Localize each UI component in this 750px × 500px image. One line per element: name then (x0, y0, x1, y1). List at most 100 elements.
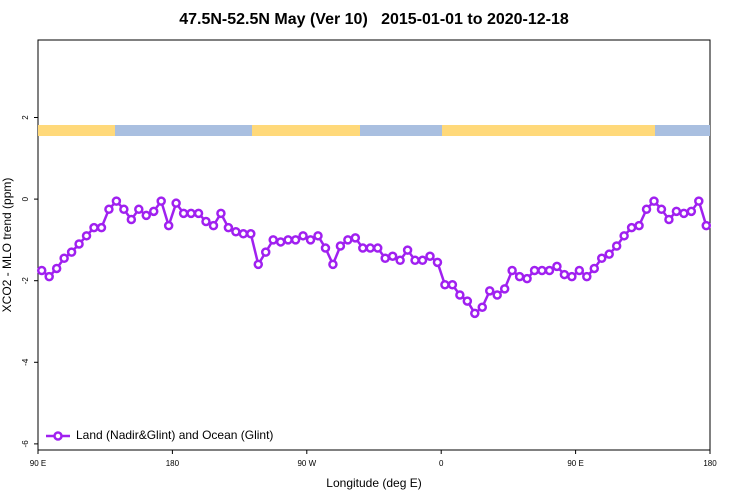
data-point (387, 251, 398, 261)
data-point (567, 271, 577, 282)
data-point (686, 206, 697, 217)
data-point (432, 257, 443, 268)
x-axis-label: Longitude (deg E) (326, 476, 421, 490)
data-point (671, 206, 682, 217)
data-point (320, 243, 331, 253)
land-band (38, 125, 115, 136)
data-point (268, 235, 278, 245)
data-point (492, 290, 502, 300)
data-point (358, 243, 368, 253)
data-point (134, 204, 144, 215)
data-point (611, 241, 622, 251)
x-tick-label: 180 (703, 459, 717, 468)
data-point (514, 271, 525, 282)
data-point (380, 253, 390, 264)
data-point (372, 243, 383, 253)
data-point (313, 231, 323, 241)
data-point (522, 273, 532, 284)
data-point (156, 196, 166, 206)
data-point (193, 208, 204, 219)
x-tick-label: 0 (439, 459, 444, 468)
data-point (641, 204, 652, 215)
data-point (559, 269, 570, 280)
data-point (582, 271, 592, 282)
data-point (619, 231, 629, 241)
legend-label: Land (Nadir&Glint) and Ocean (Glint) (76, 428, 273, 442)
data-point (664, 214, 674, 225)
data-point (410, 255, 420, 266)
data-point (596, 253, 607, 264)
y-tick-label: -2 (21, 277, 30, 285)
data-point (59, 253, 69, 264)
data-point (626, 222, 637, 233)
data-point (208, 220, 219, 231)
data-point (470, 308, 480, 319)
data-point (126, 214, 137, 225)
data-point (163, 220, 174, 231)
data-point (89, 222, 99, 233)
data-point (238, 229, 249, 239)
data-point (51, 263, 62, 274)
data-point (171, 198, 181, 208)
data-point (656, 204, 667, 215)
data-point (440, 280, 450, 290)
data-point (537, 265, 547, 276)
data-point (529, 265, 540, 276)
data-point (701, 220, 712, 231)
data-point (201, 216, 211, 227)
data-point (402, 245, 413, 255)
data-point (350, 233, 361, 243)
data-point (283, 235, 293, 245)
data-point (499, 284, 510, 294)
data-point (425, 251, 435, 261)
data-point (253, 259, 264, 270)
data-point (335, 241, 346, 251)
data-point (604, 249, 614, 259)
data-point (223, 222, 234, 233)
y-tick-label: -4 (21, 358, 30, 366)
data-point (66, 247, 77, 257)
y-axis-label: XCO2 - MLO trend (ppm) (0, 178, 14, 313)
data-point (290, 235, 301, 245)
data-point (574, 265, 585, 276)
y-tick-label: 2 (21, 115, 30, 120)
data-point (694, 196, 704, 206)
data-point (343, 235, 353, 245)
surface-band (38, 125, 710, 136)
data-point (462, 296, 473, 306)
data-point (544, 265, 555, 276)
data-point (552, 261, 562, 272)
x-tick-label: 90 E (567, 459, 583, 468)
data-point (679, 208, 689, 219)
data-point (81, 231, 92, 241)
data-point (141, 210, 152, 221)
data-point (148, 206, 159, 217)
data-point (104, 204, 114, 215)
data-point (36, 265, 47, 276)
data-point (447, 280, 458, 290)
data-point (477, 302, 488, 312)
data-point (246, 229, 256, 239)
y-tick-label: -6 (21, 440, 30, 448)
data-point (275, 237, 286, 247)
x-tick-label: 90 E (30, 459, 46, 468)
data-point (260, 247, 271, 257)
data-point (589, 263, 600, 274)
data-point (328, 259, 338, 270)
x-tick-label: 90 W (297, 459, 316, 468)
data-point (298, 231, 308, 241)
ocean-band (655, 125, 710, 136)
data-point (96, 222, 107, 233)
ocean-band (115, 125, 252, 136)
data-point (74, 239, 84, 249)
chart-title: 47.5N-52.5N May (Ver 10) 2015-01-01 to 2… (179, 11, 569, 28)
data-point (455, 290, 465, 300)
plot-frame (37, 39, 711, 451)
land-band (442, 125, 655, 136)
data-point (119, 204, 129, 215)
data-point (634, 220, 644, 231)
data-point (649, 196, 659, 206)
data-point (44, 271, 54, 282)
data-point (305, 235, 316, 245)
